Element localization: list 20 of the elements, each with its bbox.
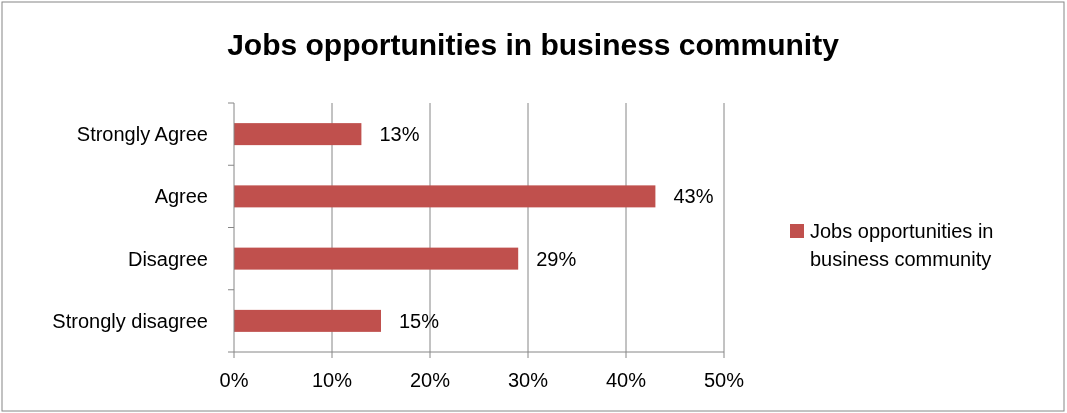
y-tick-label: Strongly disagree <box>52 309 208 332</box>
data-label: 15% <box>399 309 440 332</box>
data-label: 29% <box>536 247 577 270</box>
x-tick-label: 40% <box>605 369 647 391</box>
x-tick-label: 50% <box>703 369 745 391</box>
legend-label: Jobs opportunities in business community <box>810 220 994 270</box>
bar <box>234 185 656 208</box>
data-label: 13% <box>379 123 420 146</box>
x-tick-label: 30% <box>507 369 549 391</box>
data-label: 43% <box>673 185 714 208</box>
y-tick-label: Strongly Agree <box>76 123 208 146</box>
x-tick-label: 20% <box>409 369 451 391</box>
bar <box>234 123 362 146</box>
chart-title: Jobs opportunities in business community <box>227 28 840 61</box>
x-tick-label: 0% <box>219 369 249 391</box>
x-tick-label: 10% <box>311 369 353 391</box>
bar <box>234 247 519 270</box>
y-tick-label: Disagree <box>127 247 208 270</box>
y-tick-label: Agree <box>154 185 208 208</box>
bar <box>234 309 381 332</box>
